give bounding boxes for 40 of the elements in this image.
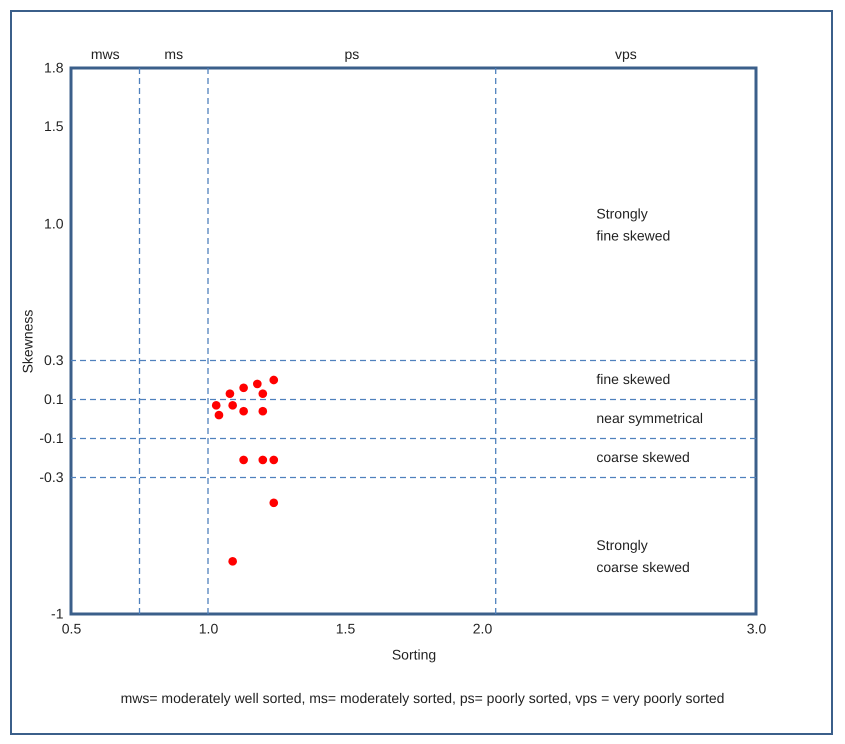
y-tick-label: 1.8 [44, 60, 64, 76]
point [258, 456, 268, 464]
y-tick-label: 0.3 [44, 352, 64, 368]
x-tick-label: 2.0 [472, 620, 492, 636]
point [239, 456, 248, 464]
y-axis-title: Skewness [19, 310, 36, 374]
point [212, 401, 221, 410]
annotation: fine skewed [596, 371, 670, 387]
y-tick-label: 1.5 [44, 118, 64, 134]
annotation: near symmetrical [596, 410, 703, 426]
x-axis-title: Sorting [392, 646, 436, 662]
text: mws= moderately well sorted, ms= moderately sorted, ps= poorly sorted, vps = very poorly sorted [120, 690, 726, 706]
point [228, 557, 237, 566]
text: ps [344, 46, 360, 62]
annotation: coarse skewed [596, 449, 690, 465]
y-tick-label: -0.3 [39, 469, 64, 485]
point [269, 376, 278, 384]
y-tick-label: -1 [51, 606, 64, 622]
point [214, 410, 224, 420]
annotation: Strongly coarse skewed [596, 536, 690, 575]
y-tick-label: -0.1 [39, 430, 64, 446]
point [226, 389, 234, 398]
point [239, 383, 248, 392]
point [258, 389, 268, 398]
y-tick-label: 1.0 [44, 216, 64, 232]
point [252, 380, 262, 388]
text: ms [164, 46, 184, 62]
x-tick-label: 1.5 [336, 620, 356, 636]
x-tick-label: 3.0 [746, 620, 766, 636]
text: mws [90, 46, 120, 62]
annotation: Strongly fine skewed [596, 205, 670, 244]
point [228, 401, 237, 410]
point [269, 498, 278, 508]
y-tick-label: 0.1 [44, 391, 64, 407]
point [239, 406, 248, 416]
point [269, 456, 278, 464]
point [258, 406, 268, 416]
x-tick-label: 1.0 [198, 620, 218, 636]
x-tick-label: 0.5 [62, 620, 82, 636]
text: vps [614, 46, 637, 62]
